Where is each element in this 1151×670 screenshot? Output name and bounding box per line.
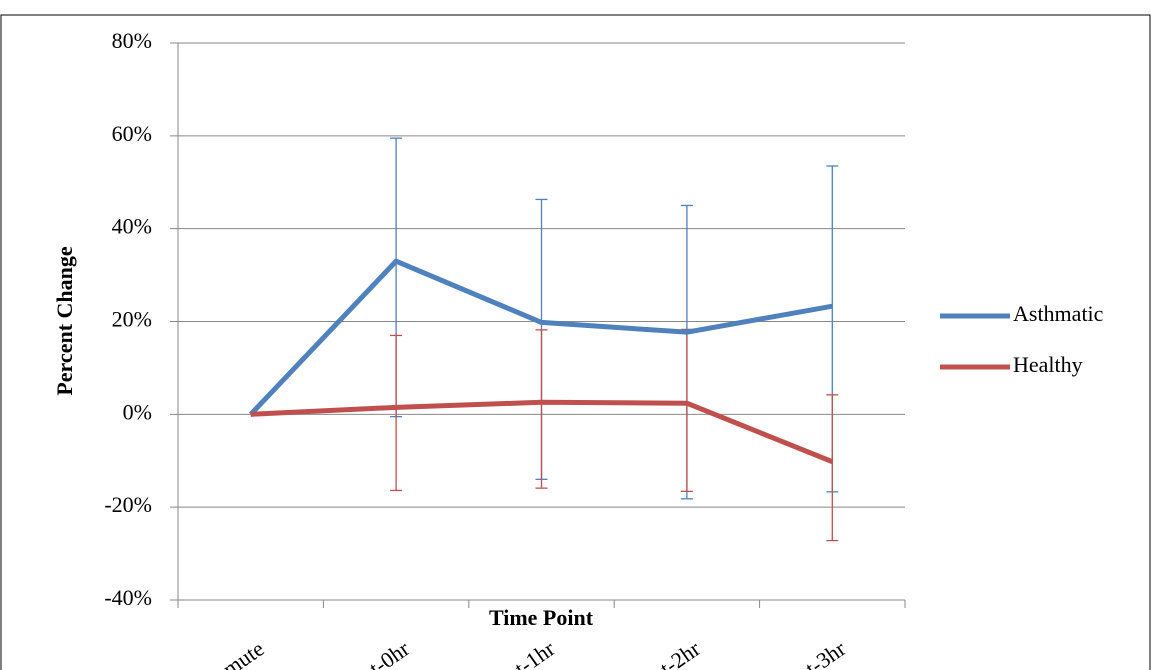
error-bar [535, 329, 548, 489]
y-tick-label: -40% [104, 585, 152, 610]
y-tick-label: 20% [112, 307, 152, 332]
y-tick-label: 0% [123, 399, 152, 424]
legend-label: Asthmatic [1013, 301, 1104, 326]
error-bar [390, 334, 403, 492]
x-tick-label: mute [218, 636, 268, 670]
y-axis-label: Percent Change [52, 246, 77, 396]
error-bar [826, 394, 839, 542]
x-tick-label: t-1hr [510, 635, 560, 670]
y-tick-label: -20% [104, 492, 152, 517]
series-line [250, 399, 834, 464]
error-bar [680, 328, 693, 493]
x-tick-label: t-2hr [655, 635, 705, 670]
y-tick-label: 80% [112, 28, 152, 53]
legend-label: Healthy [1013, 352, 1083, 377]
y-tick-label: 60% [112, 121, 152, 146]
x-axis-label: Time Point [489, 605, 594, 630]
series-line [248, 258, 833, 417]
x-tick-label: t-0hr [364, 635, 414, 670]
x-tick-label: t-3hr [801, 635, 851, 670]
frame [0, 14, 1151, 670]
y-tick-label: 40% [112, 214, 152, 239]
